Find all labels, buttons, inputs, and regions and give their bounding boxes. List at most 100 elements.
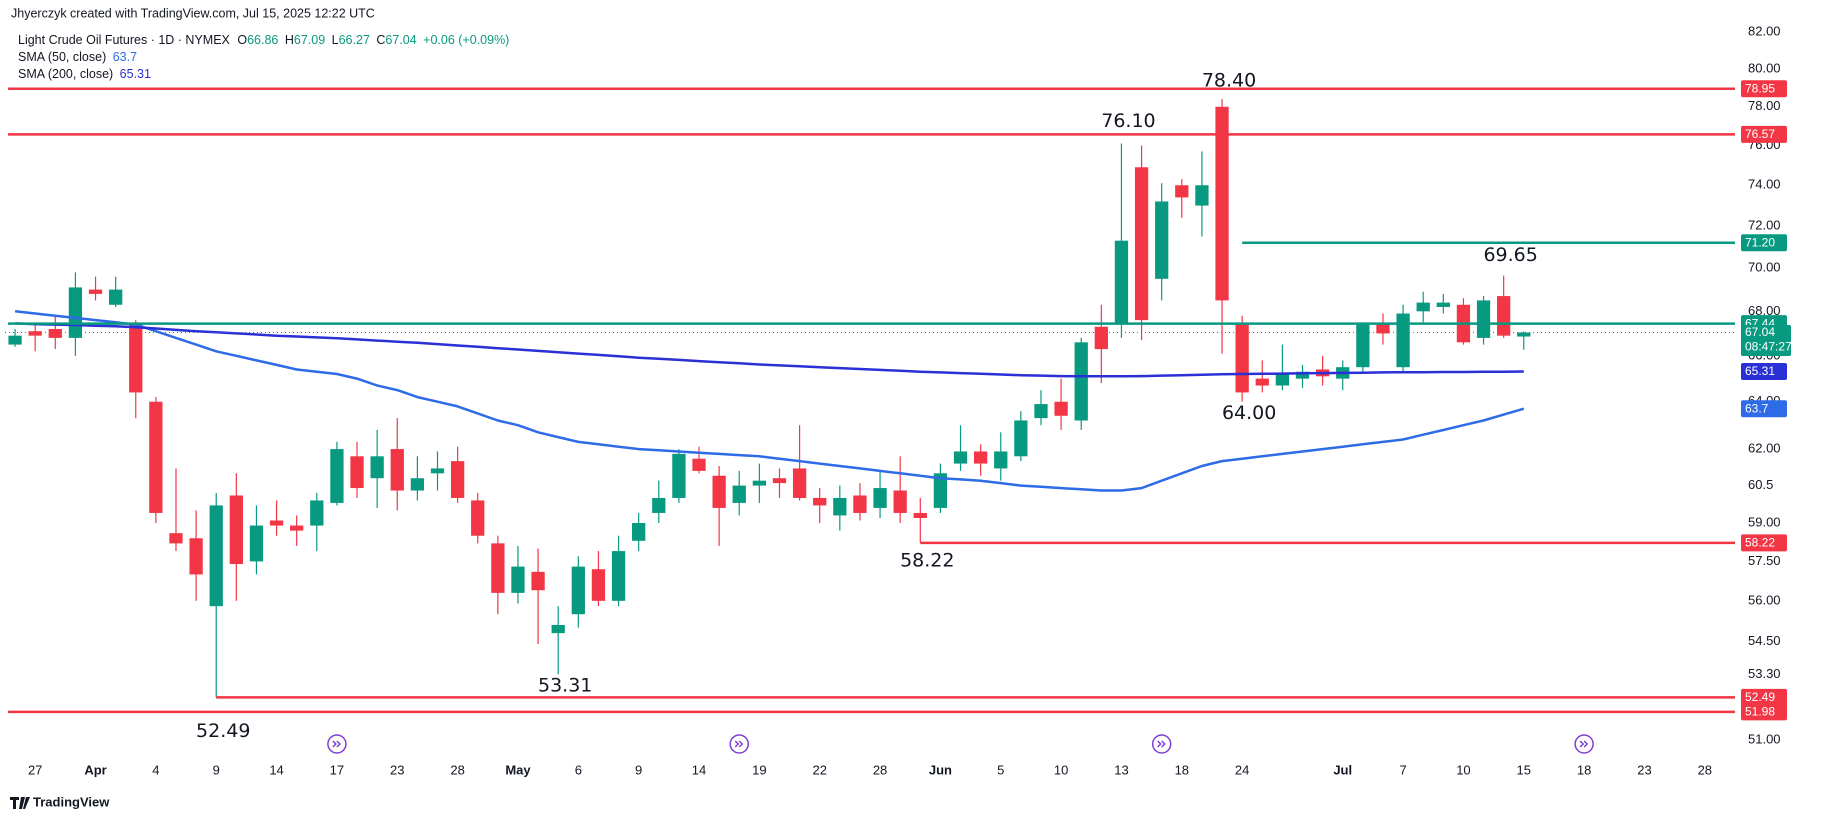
candle-body xyxy=(712,475,726,508)
x-tick-label: May xyxy=(505,762,531,777)
x-tick-label: 4 xyxy=(152,762,159,777)
candle-body xyxy=(1195,185,1209,206)
candle-body xyxy=(752,480,766,486)
candle-body xyxy=(269,520,284,526)
candle-body xyxy=(330,449,344,503)
price-annotation: 69.65 xyxy=(1483,244,1537,266)
x-tick-label: 10 xyxy=(1054,762,1068,777)
y-tick-label: 72.00 xyxy=(1748,218,1781,233)
candle-body xyxy=(129,324,143,393)
candle-body xyxy=(410,478,425,491)
candle-body xyxy=(1175,185,1189,198)
candle-body xyxy=(1235,324,1249,393)
candle-body xyxy=(310,500,324,526)
candle-body xyxy=(1376,324,1390,334)
x-tick-label: 10 xyxy=(1456,762,1470,777)
candle-body xyxy=(290,525,304,531)
level-box xyxy=(1741,534,1787,552)
candle-body xyxy=(1134,167,1149,321)
x-tick-label: 18 xyxy=(1577,762,1591,777)
sma-legend: SMA (50, close) 63.7 xyxy=(18,50,137,64)
level-box xyxy=(1741,234,1787,252)
candle-body xyxy=(913,512,927,518)
candle-body xyxy=(974,451,988,464)
y-tick-label: 60.5 xyxy=(1748,477,1773,492)
candle-body xyxy=(994,451,1008,469)
logo-mark xyxy=(10,797,30,809)
x-tick-label: 17 xyxy=(330,762,344,777)
level-box-label: 52.49 xyxy=(1745,690,1775,704)
candle-body xyxy=(209,505,223,607)
candle-body xyxy=(450,461,465,498)
ohlc-label: O xyxy=(237,33,247,47)
candle-body xyxy=(370,456,384,479)
candle-body xyxy=(632,523,646,541)
candle-body xyxy=(1416,302,1430,312)
candle-body xyxy=(591,569,606,601)
level-box xyxy=(1741,125,1787,143)
symbol: Light Crude Oil Futures · 1D · NYMEX xyxy=(18,33,231,47)
candle-body xyxy=(1436,302,1450,307)
candle-body xyxy=(1034,404,1048,419)
credit: Jhyerczyk created with TradingView.com, … xyxy=(11,6,375,20)
x-tick-label: 7 xyxy=(1399,762,1406,777)
event-arrow xyxy=(332,740,341,748)
x-tick-label: 28 xyxy=(1698,762,1712,777)
x-tick-label: 19 xyxy=(752,762,766,777)
event-icon xyxy=(1574,734,1594,754)
candle-body xyxy=(511,566,525,593)
candle-body xyxy=(189,538,203,575)
price-box xyxy=(1741,400,1787,418)
candle-body xyxy=(571,566,585,615)
candle-body xyxy=(672,453,686,498)
event-arrow xyxy=(1579,740,1589,748)
candle-body xyxy=(1356,324,1370,368)
level-box-label: 76.57 xyxy=(1745,127,1775,141)
x-tick-label: Jun xyxy=(929,762,952,777)
candle-body xyxy=(611,551,626,601)
ohlc-value: 66.86 xyxy=(247,33,278,47)
candle-body xyxy=(88,289,103,294)
y-tick-label: 74.00 xyxy=(1748,177,1781,192)
candle-body xyxy=(531,571,545,591)
price-box xyxy=(1741,363,1787,381)
candle-body xyxy=(1497,296,1511,336)
y-tick-label: 78.00 xyxy=(1748,98,1781,113)
y-tick-label: 82.00 xyxy=(1748,24,1781,39)
candle-body xyxy=(792,468,807,498)
ohlc-label: L xyxy=(332,33,339,47)
x-tick-label: 14 xyxy=(692,762,706,777)
y-tick-label: 59.00 xyxy=(1748,514,1781,529)
legend-name: SMA (50, close) xyxy=(18,50,106,64)
candle-body xyxy=(1014,420,1028,457)
x-tick-label: 23 xyxy=(1637,762,1651,777)
candle-body xyxy=(732,485,746,503)
candle-body xyxy=(68,287,83,338)
candle-body xyxy=(893,490,907,513)
candle-body xyxy=(149,401,163,513)
candle-body xyxy=(933,473,948,508)
current-price-box xyxy=(1741,325,1791,357)
candle-body xyxy=(853,495,867,513)
candle-body xyxy=(229,495,243,565)
brand: TradingView xyxy=(33,794,110,809)
y-tick-label: 57.50 xyxy=(1748,553,1781,568)
x-tick-label: 9 xyxy=(213,762,220,777)
price-annotation: 78.40 xyxy=(1202,70,1256,92)
logo xyxy=(10,797,30,809)
x-tick-label: 6 xyxy=(575,762,582,777)
candle-body xyxy=(551,624,565,634)
countdown-label: 08:47:27 xyxy=(1745,340,1792,354)
y-tick-label: 54.50 xyxy=(1748,633,1781,648)
x-tick-label: 28 xyxy=(450,762,464,777)
current-price-label: 67.04 xyxy=(1745,325,1775,339)
ohlc-value: 67.09 xyxy=(294,33,325,47)
x-tick-label: 5 xyxy=(997,762,1004,777)
candle-body xyxy=(109,289,123,305)
candle-body xyxy=(430,468,445,474)
y-tick-label: 62.00 xyxy=(1748,441,1781,456)
y-tick-label: 53.30 xyxy=(1748,666,1781,681)
y-tick-label: 68.00 xyxy=(1748,303,1781,318)
ohlc-value: 67.04 xyxy=(385,33,416,47)
